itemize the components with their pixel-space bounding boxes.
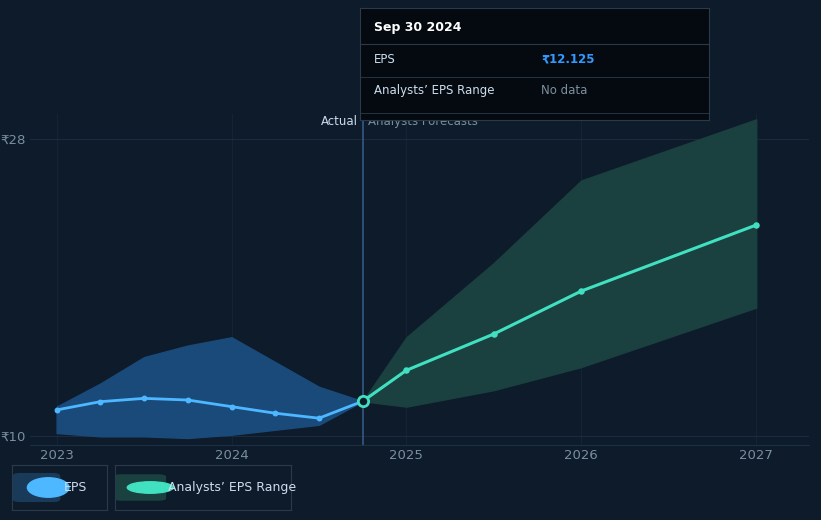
- FancyBboxPatch shape: [113, 474, 166, 501]
- Point: [356, 397, 369, 406]
- Point: [225, 402, 238, 411]
- Circle shape: [127, 482, 173, 493]
- Text: EPS: EPS: [64, 481, 88, 494]
- Point: [313, 414, 326, 422]
- Text: No data: No data: [541, 84, 587, 97]
- Text: Analysts’ EPS Range: Analysts’ EPS Range: [374, 84, 494, 97]
- Point: [750, 221, 763, 229]
- Point: [94, 397, 107, 406]
- Point: [356, 397, 369, 406]
- Text: Analysts Forecasts: Analysts Forecasts: [368, 114, 478, 127]
- Point: [400, 366, 413, 374]
- Point: [575, 287, 588, 295]
- Text: Analysts’ EPS Range: Analysts’ EPS Range: [168, 481, 296, 494]
- Point: [356, 397, 369, 406]
- Point: [268, 409, 282, 418]
- Text: EPS: EPS: [374, 53, 395, 66]
- Point: [488, 330, 501, 338]
- Point: [137, 394, 150, 402]
- Point: [50, 406, 63, 414]
- Text: Actual: Actual: [320, 114, 357, 127]
- Text: ₹12.125: ₹12.125: [541, 53, 594, 66]
- Circle shape: [27, 478, 69, 497]
- Point: [181, 396, 195, 404]
- Text: Sep 30 2024: Sep 30 2024: [374, 21, 461, 34]
- FancyBboxPatch shape: [12, 473, 61, 502]
